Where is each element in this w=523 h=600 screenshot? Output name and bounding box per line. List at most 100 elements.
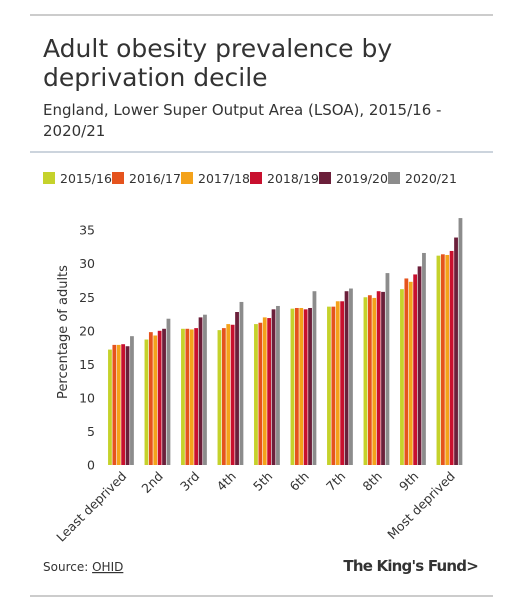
- bar: [436, 255, 441, 465]
- bar: [125, 346, 130, 465]
- bar: [116, 344, 121, 465]
- bar: [344, 291, 349, 465]
- bar: [148, 332, 153, 465]
- bar: [372, 297, 377, 465]
- bar: [239, 301, 244, 465]
- bar: [185, 328, 190, 465]
- legend-label: 2019/20: [336, 171, 388, 186]
- legend-swatch: [250, 172, 262, 184]
- bar: [454, 237, 458, 465]
- bar: [181, 328, 185, 465]
- bar: [312, 291, 317, 465]
- x-tick-label: 6th: [287, 469, 312, 494]
- legend-label: 2020/21: [405, 171, 457, 186]
- bar: [130, 336, 134, 465]
- bar: [385, 273, 390, 465]
- legend-label: 2015/16: [60, 171, 112, 186]
- chart-title: Adult obesity prevalence by deprivation d…: [43, 34, 392, 92]
- legend-label: 2016/17: [129, 171, 181, 186]
- bar: [258, 322, 263, 465]
- bar: [417, 266, 422, 465]
- bar: [294, 307, 299, 465]
- bar: [408, 281, 413, 465]
- bar: [381, 291, 385, 465]
- y-tick-label: 15: [79, 357, 95, 372]
- bar: [331, 306, 336, 465]
- x-tick-label: 5th: [250, 469, 275, 494]
- source: Source: OHID: [43, 560, 123, 574]
- bar: [303, 309, 308, 465]
- bar: [162, 328, 166, 465]
- legend-swatch: [319, 172, 331, 184]
- chart-subtitle: England, Lower Super Output Area (LSOA),…: [43, 101, 441, 140]
- bar: [299, 307, 304, 465]
- y-tick-label: 10: [79, 390, 95, 405]
- bar: [198, 317, 203, 465]
- bar: [422, 252, 426, 465]
- x-tick-label: 4th: [214, 469, 239, 494]
- bar: [349, 288, 353, 465]
- legend-swatch: [43, 172, 55, 184]
- bar: [121, 344, 126, 465]
- bar: [440, 254, 445, 465]
- legend-label: 2018/19: [267, 171, 319, 186]
- bar: [308, 307, 312, 465]
- bar: [290, 308, 295, 465]
- bar: [271, 309, 276, 465]
- bar: [112, 344, 117, 465]
- legend-swatch: [388, 172, 400, 184]
- bar: [449, 250, 454, 465]
- bar: [445, 254, 450, 465]
- y-tick-label: 20: [79, 323, 95, 338]
- bar: [327, 306, 331, 465]
- bar: [262, 317, 267, 465]
- y-tick-label: 0: [87, 458, 95, 473]
- y-axis-label: Percentage of adults: [56, 265, 71, 399]
- source-label: Source:: [43, 560, 88, 574]
- bar: [335, 301, 340, 465]
- x-tick-label: 2nd: [138, 469, 165, 496]
- brand-logo: The King's Fund>: [343, 557, 478, 575]
- y-tick-label: 5: [87, 424, 95, 439]
- bar: [230, 324, 235, 465]
- bar: [153, 335, 158, 465]
- bar: [144, 339, 149, 465]
- bar: [157, 330, 162, 465]
- bar: [458, 218, 463, 465]
- source-link[interactable]: OHID: [92, 560, 123, 574]
- x-tick-label: 9th: [396, 469, 421, 494]
- bar: [226, 324, 231, 465]
- chart-title-text: Adult obesity prevalence by deprivation d…: [43, 34, 392, 92]
- chart-subtitle-text: England, Lower Super Output Area (LSOA),…: [43, 101, 441, 140]
- y-tick-label: 25: [79, 290, 95, 305]
- x-tick-label: Least deprived: [53, 469, 129, 545]
- bar: [400, 289, 404, 465]
- x-tick-label: Most deprived: [384, 469, 458, 543]
- bar: [166, 318, 171, 465]
- y-tick-label: 30: [79, 256, 95, 271]
- bar: [194, 328, 199, 465]
- bar: [276, 305, 280, 465]
- bar: [221, 328, 226, 465]
- bar: [189, 329, 194, 465]
- bar: [254, 324, 258, 465]
- y-tick-label: 35: [79, 223, 95, 238]
- bar: [108, 349, 112, 465]
- bar: [367, 295, 372, 465]
- bar: [217, 330, 222, 465]
- bar: [235, 312, 239, 465]
- legend-label: 2017/18: [198, 171, 250, 186]
- bar: [340, 301, 345, 465]
- legend-swatch: [181, 172, 193, 184]
- bar: [376, 291, 381, 465]
- legend-swatch: [112, 172, 124, 184]
- bar: [203, 314, 207, 465]
- x-tick-label: 8th: [360, 469, 385, 494]
- x-tick-label: 7th: [323, 469, 348, 494]
- bar: [267, 318, 272, 465]
- bar: [363, 297, 368, 465]
- bar: [413, 274, 418, 465]
- x-tick-label: 3rd: [177, 469, 202, 494]
- bar: [404, 278, 409, 465]
